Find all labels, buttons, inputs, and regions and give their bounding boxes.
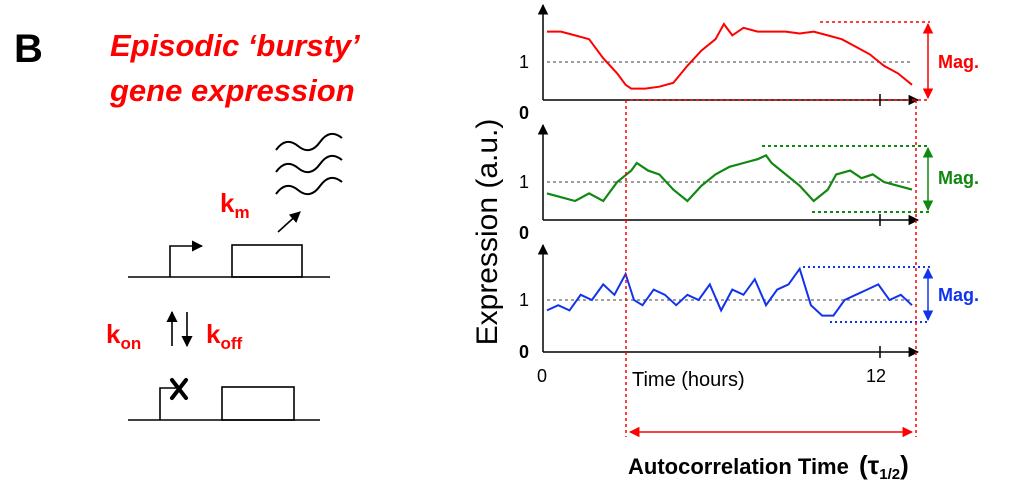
- y-tick-bottom-0: 0: [519, 342, 529, 362]
- gene-active: [128, 211, 330, 278]
- kon-label: kon: [106, 319, 141, 353]
- autocorrelation-label: Autocorrelation Time (τ1/2): [628, 450, 909, 483]
- series-blue-line: [546, 266, 913, 317]
- km-label: km: [220, 188, 250, 222]
- title-line-2: gene expression: [109, 73, 355, 108]
- x-tick-12: 12: [866, 366, 886, 386]
- magnitude-label-green: Mag.: [938, 168, 979, 188]
- magnitude-label-red: Mag.: [938, 52, 979, 72]
- reference-lines: [547, 61, 910, 301]
- series-green-line: [546, 154, 913, 203]
- magnitude-label-blue: Mag.: [938, 285, 979, 305]
- panel-bottom-axes: [537, 243, 920, 358]
- blocked-x-icon: [170, 378, 188, 400]
- title-line-1: Episodic ‘bursty’: [110, 28, 360, 63]
- y-axis-label: Expression (a.u.): [471, 119, 504, 346]
- series-red-line: [547, 22, 913, 90]
- koff-label: koff: [206, 319, 243, 353]
- y-tick-bottom-1: 1: [519, 290, 529, 310]
- magnitude-green: [762, 145, 934, 213]
- x-axis-label: Time (hours): [632, 369, 745, 391]
- magnitude-blue: [803, 266, 934, 323]
- x-tick-0: 0: [537, 366, 547, 386]
- mrna-icon: [275, 132, 343, 196]
- panel-letter: B: [14, 27, 43, 71]
- y-tick-top-1: 1: [519, 52, 529, 72]
- y-tick-mid-1: 1: [519, 172, 529, 192]
- gene-inactive: [128, 386, 320, 421]
- y-tick-top-0: 0: [519, 103, 529, 123]
- panel-mid-axes: [537, 123, 920, 226]
- y-tick-mid-0: 0: [519, 223, 529, 243]
- magnitude-red: [630, 21, 934, 101]
- autocorrelation-frame: [625, 100, 917, 438]
- panel-top-axes: [537, 3, 920, 106]
- switch-arrows: [166, 310, 193, 348]
